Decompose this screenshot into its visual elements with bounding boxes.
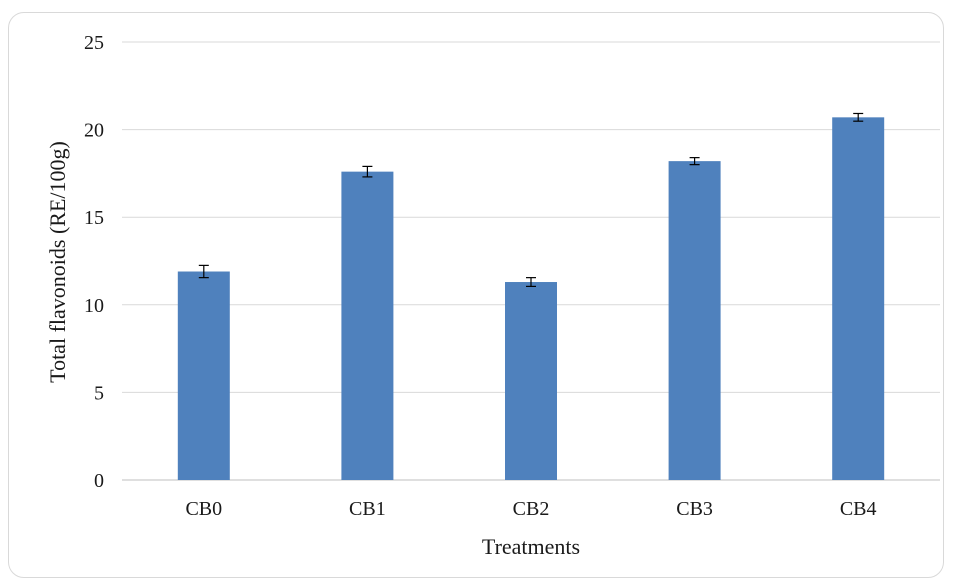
y-tick-label: 25 (84, 32, 104, 54)
y-tick-label: 0 (94, 470, 104, 492)
bar (668, 161, 721, 481)
x-tick-label: CB1 (349, 498, 386, 520)
error-bar (853, 112, 864, 122)
x-tick-label: CB4 (840, 498, 877, 520)
gridlines (122, 41, 940, 481)
y-tick-label: 10 (84, 295, 104, 317)
bar (341, 171, 394, 480)
error-bar (198, 264, 209, 279)
x-tick-label: CB0 (185, 498, 222, 520)
bar (177, 271, 230, 480)
x-tick-label: CB2 (513, 498, 550, 520)
bar (505, 282, 557, 480)
error-bar (526, 277, 536, 288)
y-tick-label: 15 (84, 207, 104, 229)
x-axis-ticks: CB0 CB1 CB2 CB3 CB4 (185, 498, 876, 520)
x-axis-title: Treatments (482, 534, 580, 559)
x-tick-label: CB3 (676, 498, 713, 520)
error-bar (362, 165, 373, 178)
bar (832, 117, 885, 480)
y-tick-label: 5 (94, 382, 104, 404)
chart-area (8, 12, 944, 578)
error-bars (198, 112, 864, 288)
error-bar (689, 157, 700, 166)
y-axis-title: Total flavonoids (RE/100g) (45, 141, 70, 383)
bars (177, 117, 885, 481)
y-axis-ticks: 0 5 10 15 20 25 (84, 32, 104, 492)
y-tick-label: 20 (84, 120, 104, 142)
